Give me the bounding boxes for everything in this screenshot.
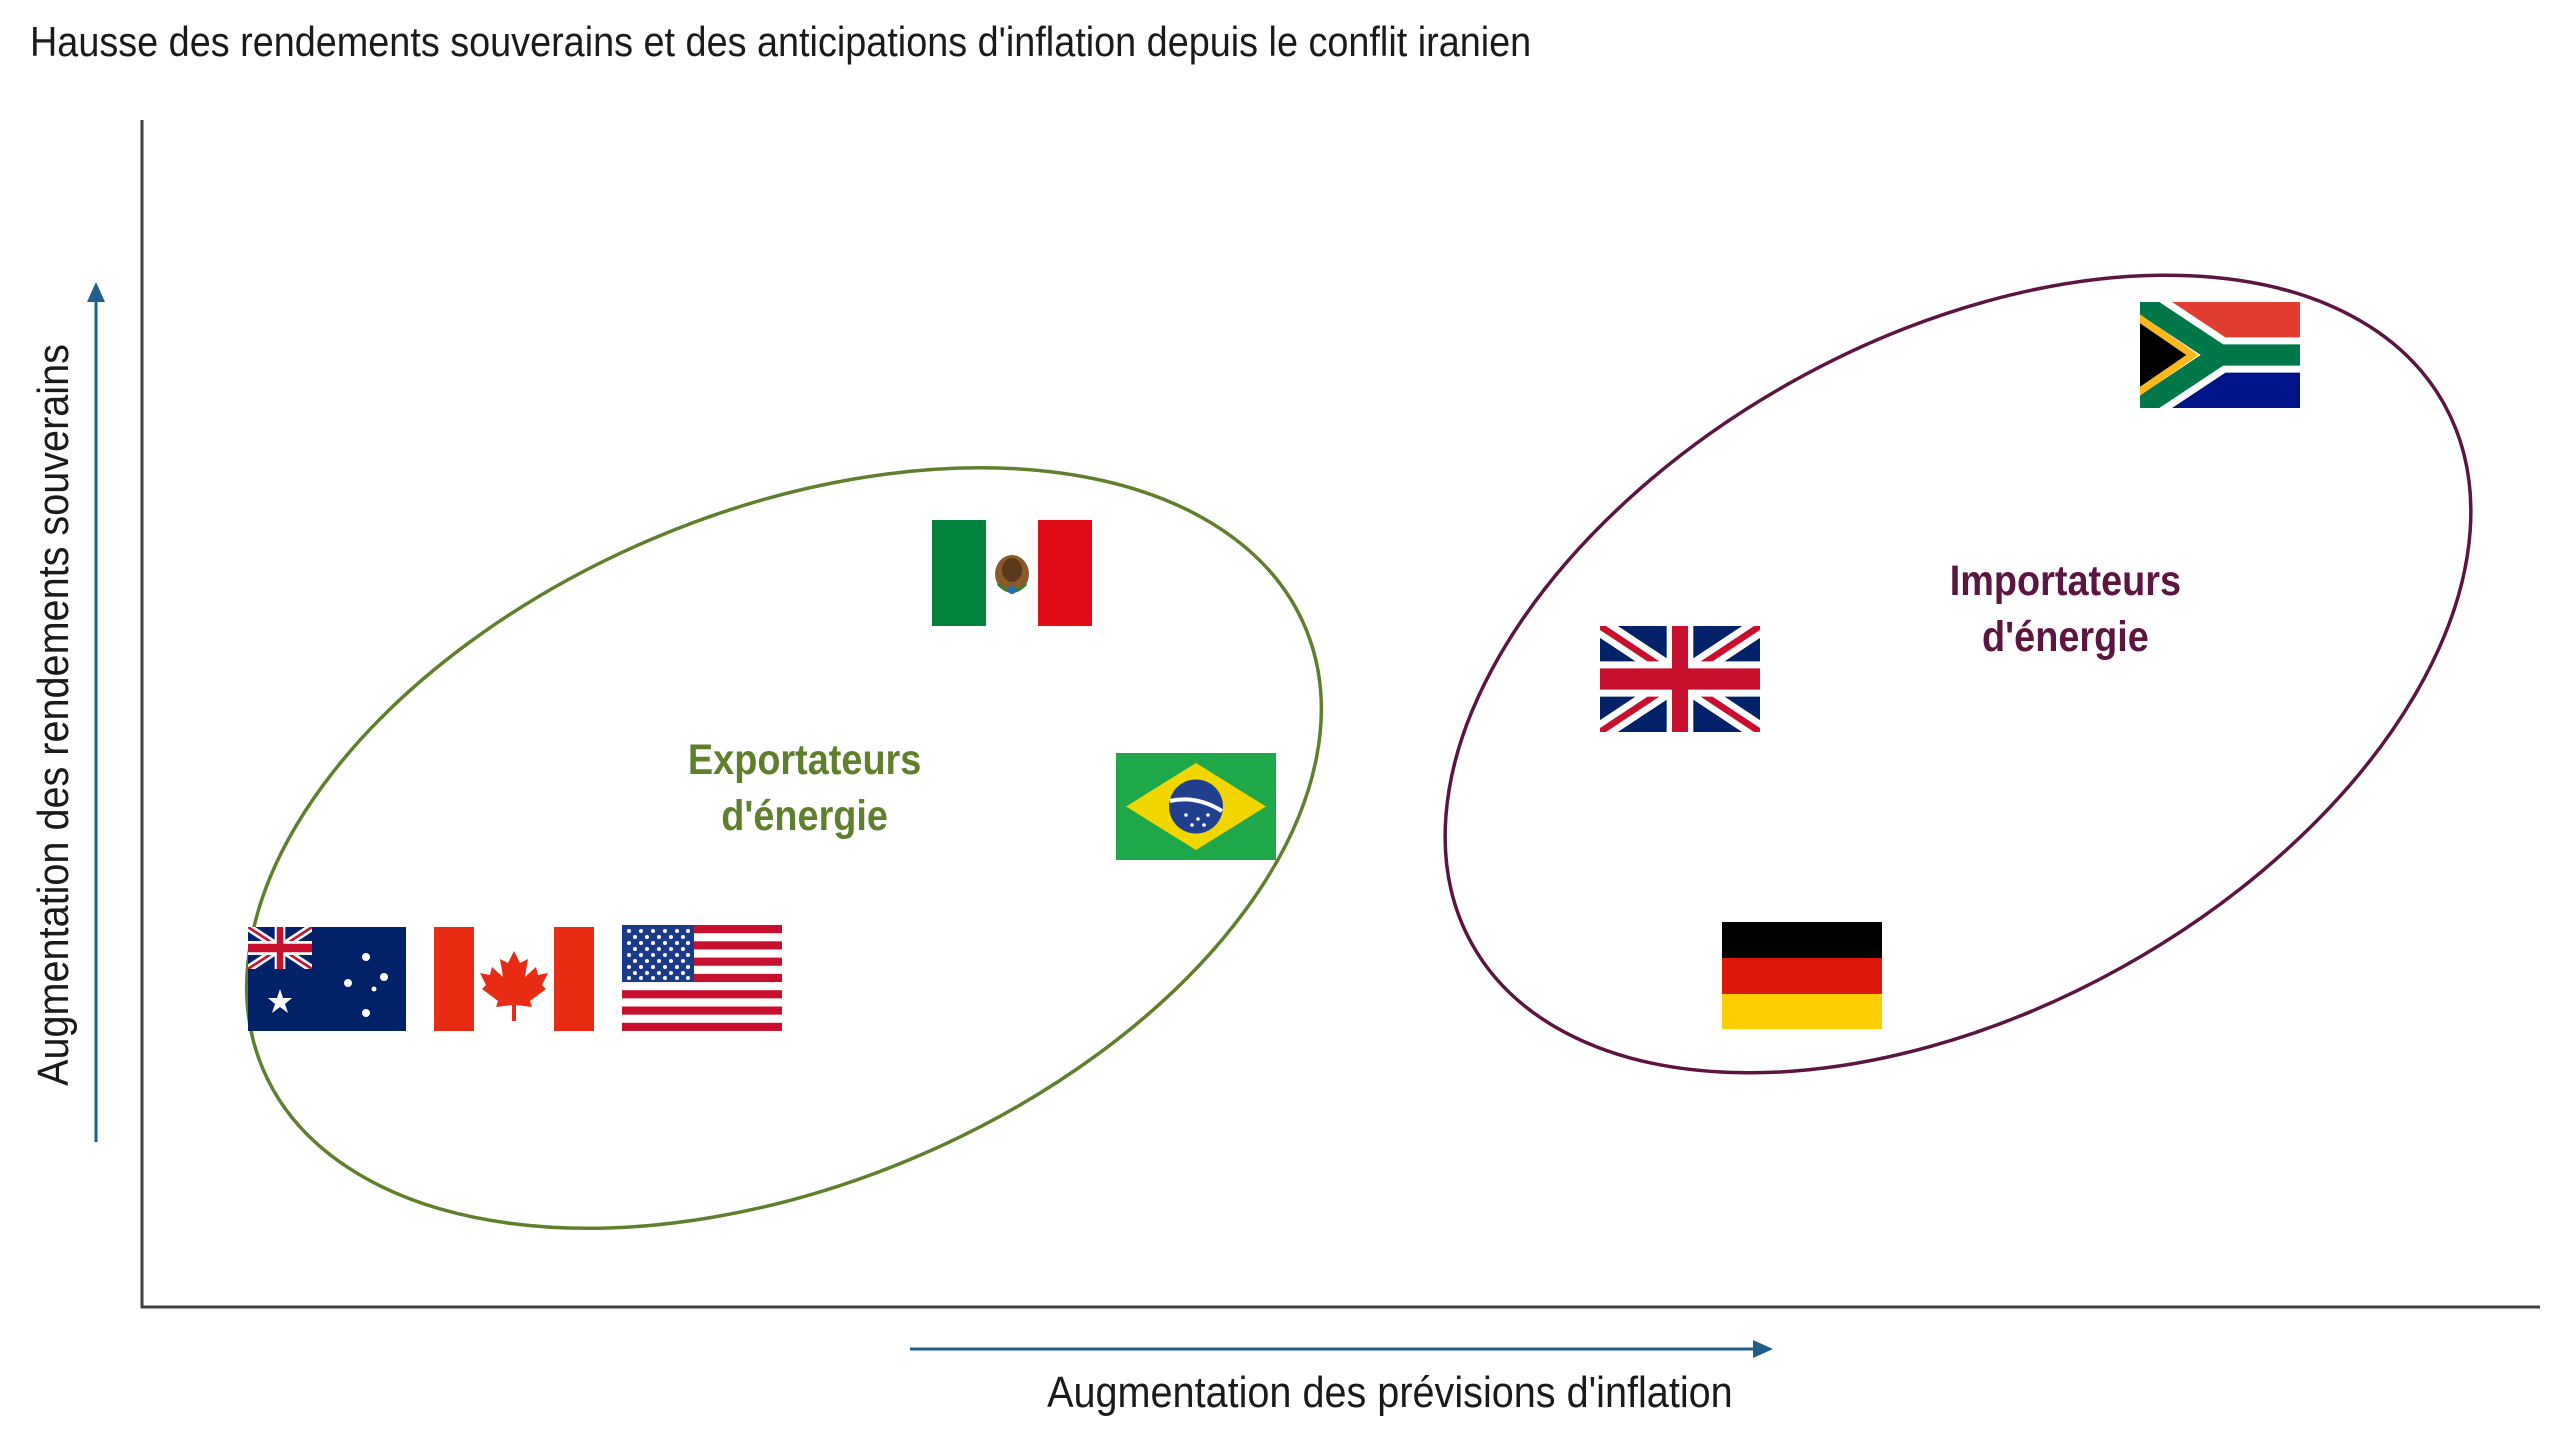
importers-label-line1: Importateurs	[1949, 557, 2182, 605]
flag-germany	[1722, 922, 1882, 1029]
flag-canada	[434, 927, 594, 1031]
exporters-label-line2: d'énergie	[721, 792, 888, 840]
flag-brazil	[1116, 753, 1276, 860]
chart-title: Hausse des rendements souverains et des …	[30, 18, 1532, 65]
x-direction-arrow	[910, 1340, 1773, 1358]
flag-south-africa	[2140, 302, 2300, 408]
x-axis-label-wrap: Augmentation des prévisions d'inflation	[0, 1368, 2560, 1418]
flag-mexico	[932, 520, 1092, 626]
flag-usa	[622, 925, 782, 1031]
importers-group-label: Importateurs d'énergie	[1934, 553, 2197, 665]
y-direction-arrow	[87, 282, 105, 1142]
exporters-ellipse	[244, 466, 1324, 1230]
importers-ellipse	[1443, 273, 2473, 1075]
exporters-label-line1: Exportateurs	[687, 736, 922, 784]
y-axis-label: Augmentation des rendements souverains	[29, 344, 78, 1086]
exporters-group-label: Exportateurs d'énergie	[672, 732, 937, 844]
flag-australia	[248, 927, 406, 1031]
importers-label-line2: d'énergie	[1982, 613, 2149, 661]
x-axis-label: Augmentation des prévisions d'inflation	[1047, 1368, 1733, 1417]
flag-uk	[1600, 626, 1760, 732]
